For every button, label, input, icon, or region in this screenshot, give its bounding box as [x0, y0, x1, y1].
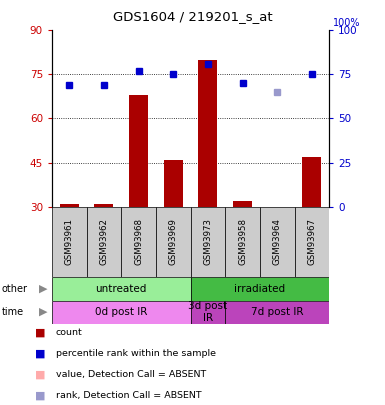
Text: 100%: 100% [333, 18, 360, 28]
Text: irradiated: irradiated [234, 284, 285, 294]
Text: ■: ■ [35, 349, 45, 358]
Bar [52, 277, 191, 301]
Text: GSM93964: GSM93964 [273, 218, 282, 266]
Text: GSM93961: GSM93961 [65, 218, 74, 266]
Bar [198, 60, 218, 207]
Bar [156, 207, 191, 277]
Text: GSM93968: GSM93968 [134, 218, 143, 266]
Text: 3d post
IR: 3d post IR [188, 301, 228, 323]
Bar [191, 277, 329, 301]
Bar [60, 204, 79, 207]
Bar [52, 301, 191, 324]
Text: other: other [2, 284, 28, 294]
Text: GSM93967: GSM93967 [307, 218, 316, 266]
Text: GSM93973: GSM93973 [203, 218, 213, 266]
Text: GSM93969: GSM93969 [169, 219, 178, 265]
Text: time: time [2, 307, 24, 317]
Text: ■: ■ [35, 370, 45, 379]
Bar [164, 160, 183, 207]
Text: ■: ■ [35, 328, 45, 337]
Text: count: count [56, 328, 82, 337]
Bar [87, 207, 121, 277]
Text: value, Detection Call = ABSENT: value, Detection Call = ABSENT [56, 370, 206, 379]
Text: GDS1604 / 219201_s_at: GDS1604 / 219201_s_at [113, 10, 272, 23]
Text: ▶: ▶ [38, 284, 47, 294]
Text: ■: ■ [35, 391, 45, 401]
Bar [302, 157, 321, 207]
Bar [121, 207, 156, 277]
Bar [191, 207, 225, 277]
Bar [94, 204, 114, 207]
Bar [225, 207, 260, 277]
Bar [52, 207, 87, 277]
Bar [191, 301, 225, 324]
Text: percentile rank within the sample: percentile rank within the sample [56, 349, 216, 358]
Text: untreated: untreated [95, 284, 147, 294]
Bar [295, 207, 329, 277]
Text: 7d post IR: 7d post IR [251, 307, 303, 317]
Bar [233, 201, 252, 207]
Bar [129, 95, 148, 207]
Text: GSM93962: GSM93962 [99, 218, 109, 266]
Text: 0d post IR: 0d post IR [95, 307, 147, 317]
Bar [225, 301, 329, 324]
Text: rank, Detection Call = ABSENT: rank, Detection Call = ABSENT [56, 391, 201, 400]
Bar [260, 207, 295, 277]
Text: ▶: ▶ [38, 307, 47, 317]
Text: GSM93958: GSM93958 [238, 218, 247, 266]
